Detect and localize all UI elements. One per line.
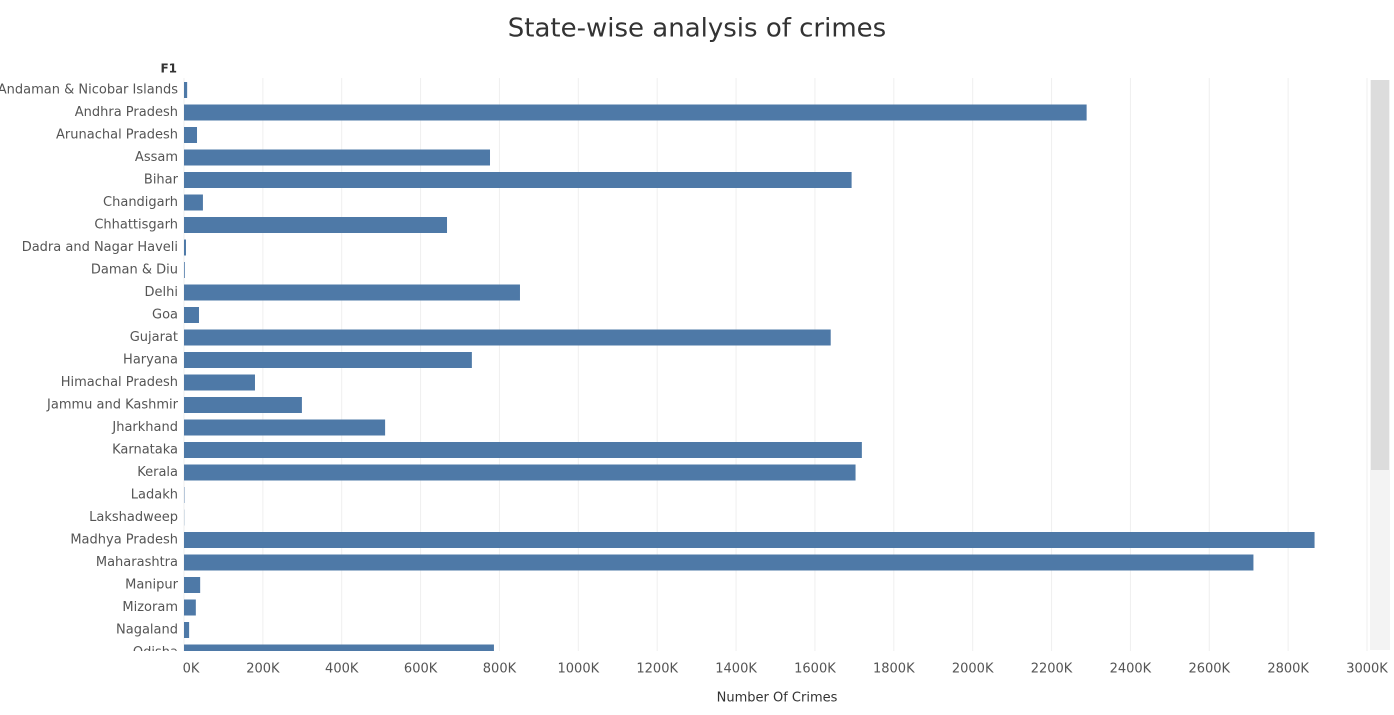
y-tick-label: Jammu and Kashmir: [46, 398, 179, 413]
bar: [184, 464, 856, 481]
bar: [184, 397, 302, 413]
x-tick-label: 600K: [404, 662, 438, 677]
bar: [184, 217, 448, 233]
y-tick-label: Dadra and Nagar Haveli: [22, 240, 178, 255]
x-tick-label: 0K: [183, 662, 200, 677]
x-axis-label: Number Of Crimes: [717, 691, 838, 706]
chart-title: State-wise analysis of crimes: [508, 14, 886, 44]
x-tick-label: 2800K: [1267, 662, 1309, 677]
bar: [184, 104, 1087, 121]
y-tick-label: Bihar: [144, 173, 179, 188]
y-tick-label: Andhra Pradesh: [75, 105, 178, 120]
category-header: F1: [160, 62, 177, 76]
y-tick-label: Nagaland: [116, 623, 178, 638]
bar: [184, 307, 199, 323]
bar: [184, 127, 198, 143]
y-tick-label: Madhya Pradesh: [70, 533, 178, 548]
y-tick-label: Maharashtra: [96, 555, 178, 570]
y-tick-label: Assam: [135, 150, 178, 165]
y-tick-label: Arunachal Pradesh: [56, 128, 178, 143]
y-tick-label: Lakshadweep: [89, 510, 178, 525]
x-tick-label: 2600K: [1188, 662, 1230, 677]
x-tick-label: 800K: [483, 662, 517, 677]
x-tick-label: 1600K: [794, 662, 836, 677]
y-tick-label: Himachal Pradesh: [61, 375, 178, 390]
x-tick-label: 1800K: [873, 662, 915, 677]
y-tick-label: Karnataka: [112, 443, 178, 458]
y-tick-label: Jharkhand: [111, 420, 178, 435]
bar: [184, 352, 472, 368]
bar: [184, 194, 203, 211]
plot-area: Andaman & Nicobar Islands Andhra Pradesh A…: [0, 82, 1315, 660]
y-tick-label: Gujarat: [130, 330, 178, 345]
x-tick-label: 2400K: [1110, 662, 1152, 677]
scrollbar-thumb[interactable]: [1371, 80, 1389, 470]
y-tick-label: Andaman & Nicobar Islands: [0, 83, 178, 98]
bar: [184, 554, 1254, 571]
bar: [184, 149, 491, 166]
x-tick-label: 2200K: [1031, 662, 1073, 677]
bar: [184, 419, 386, 436]
x-tick-label: 2000K: [952, 662, 994, 677]
x-tick-label: 400K: [325, 662, 359, 677]
y-tick-label: Ladakh: [131, 488, 178, 503]
y-tick-label: Delhi: [145, 285, 178, 300]
y-tick-label: Mizoram: [122, 600, 178, 615]
y-tick-label: Daman & Diu: [91, 263, 178, 278]
bar: [184, 172, 852, 188]
y-tick-label: Kerala: [137, 465, 178, 480]
y-tick-label: Haryana: [123, 353, 178, 368]
bar: [184, 262, 185, 278]
x-tick-label: 1000K: [558, 662, 600, 677]
bar: [184, 577, 201, 593]
bar: [184, 284, 520, 301]
bar: [184, 622, 190, 638]
bar: [184, 374, 255, 391]
y-tick-label: Goa: [152, 308, 178, 323]
x-tick-label: 200K: [246, 662, 280, 677]
x-tick-label: 1200K: [636, 662, 678, 677]
bar: [184, 329, 831, 346]
bar: [184, 599, 196, 616]
y-tick-label: Chandigarh: [103, 195, 178, 210]
y-tick-label: Chhattisgarh: [94, 218, 178, 233]
bar: [184, 442, 862, 458]
bar: [184, 644, 494, 651]
bar: [184, 239, 186, 256]
x-tick-label: 3000K: [1346, 662, 1388, 677]
y-tick-label: Manipur: [125, 578, 179, 593]
bar: [184, 82, 188, 98]
bar: [184, 532, 1315, 548]
x-axis: 0K 200K 400K 600K 800K 1000K 1200K 1400K 1600K 18…: [183, 662, 1389, 677]
x-tick-label: 1400K: [715, 662, 757, 677]
y-tick-label: Odisha: [133, 645, 178, 660]
